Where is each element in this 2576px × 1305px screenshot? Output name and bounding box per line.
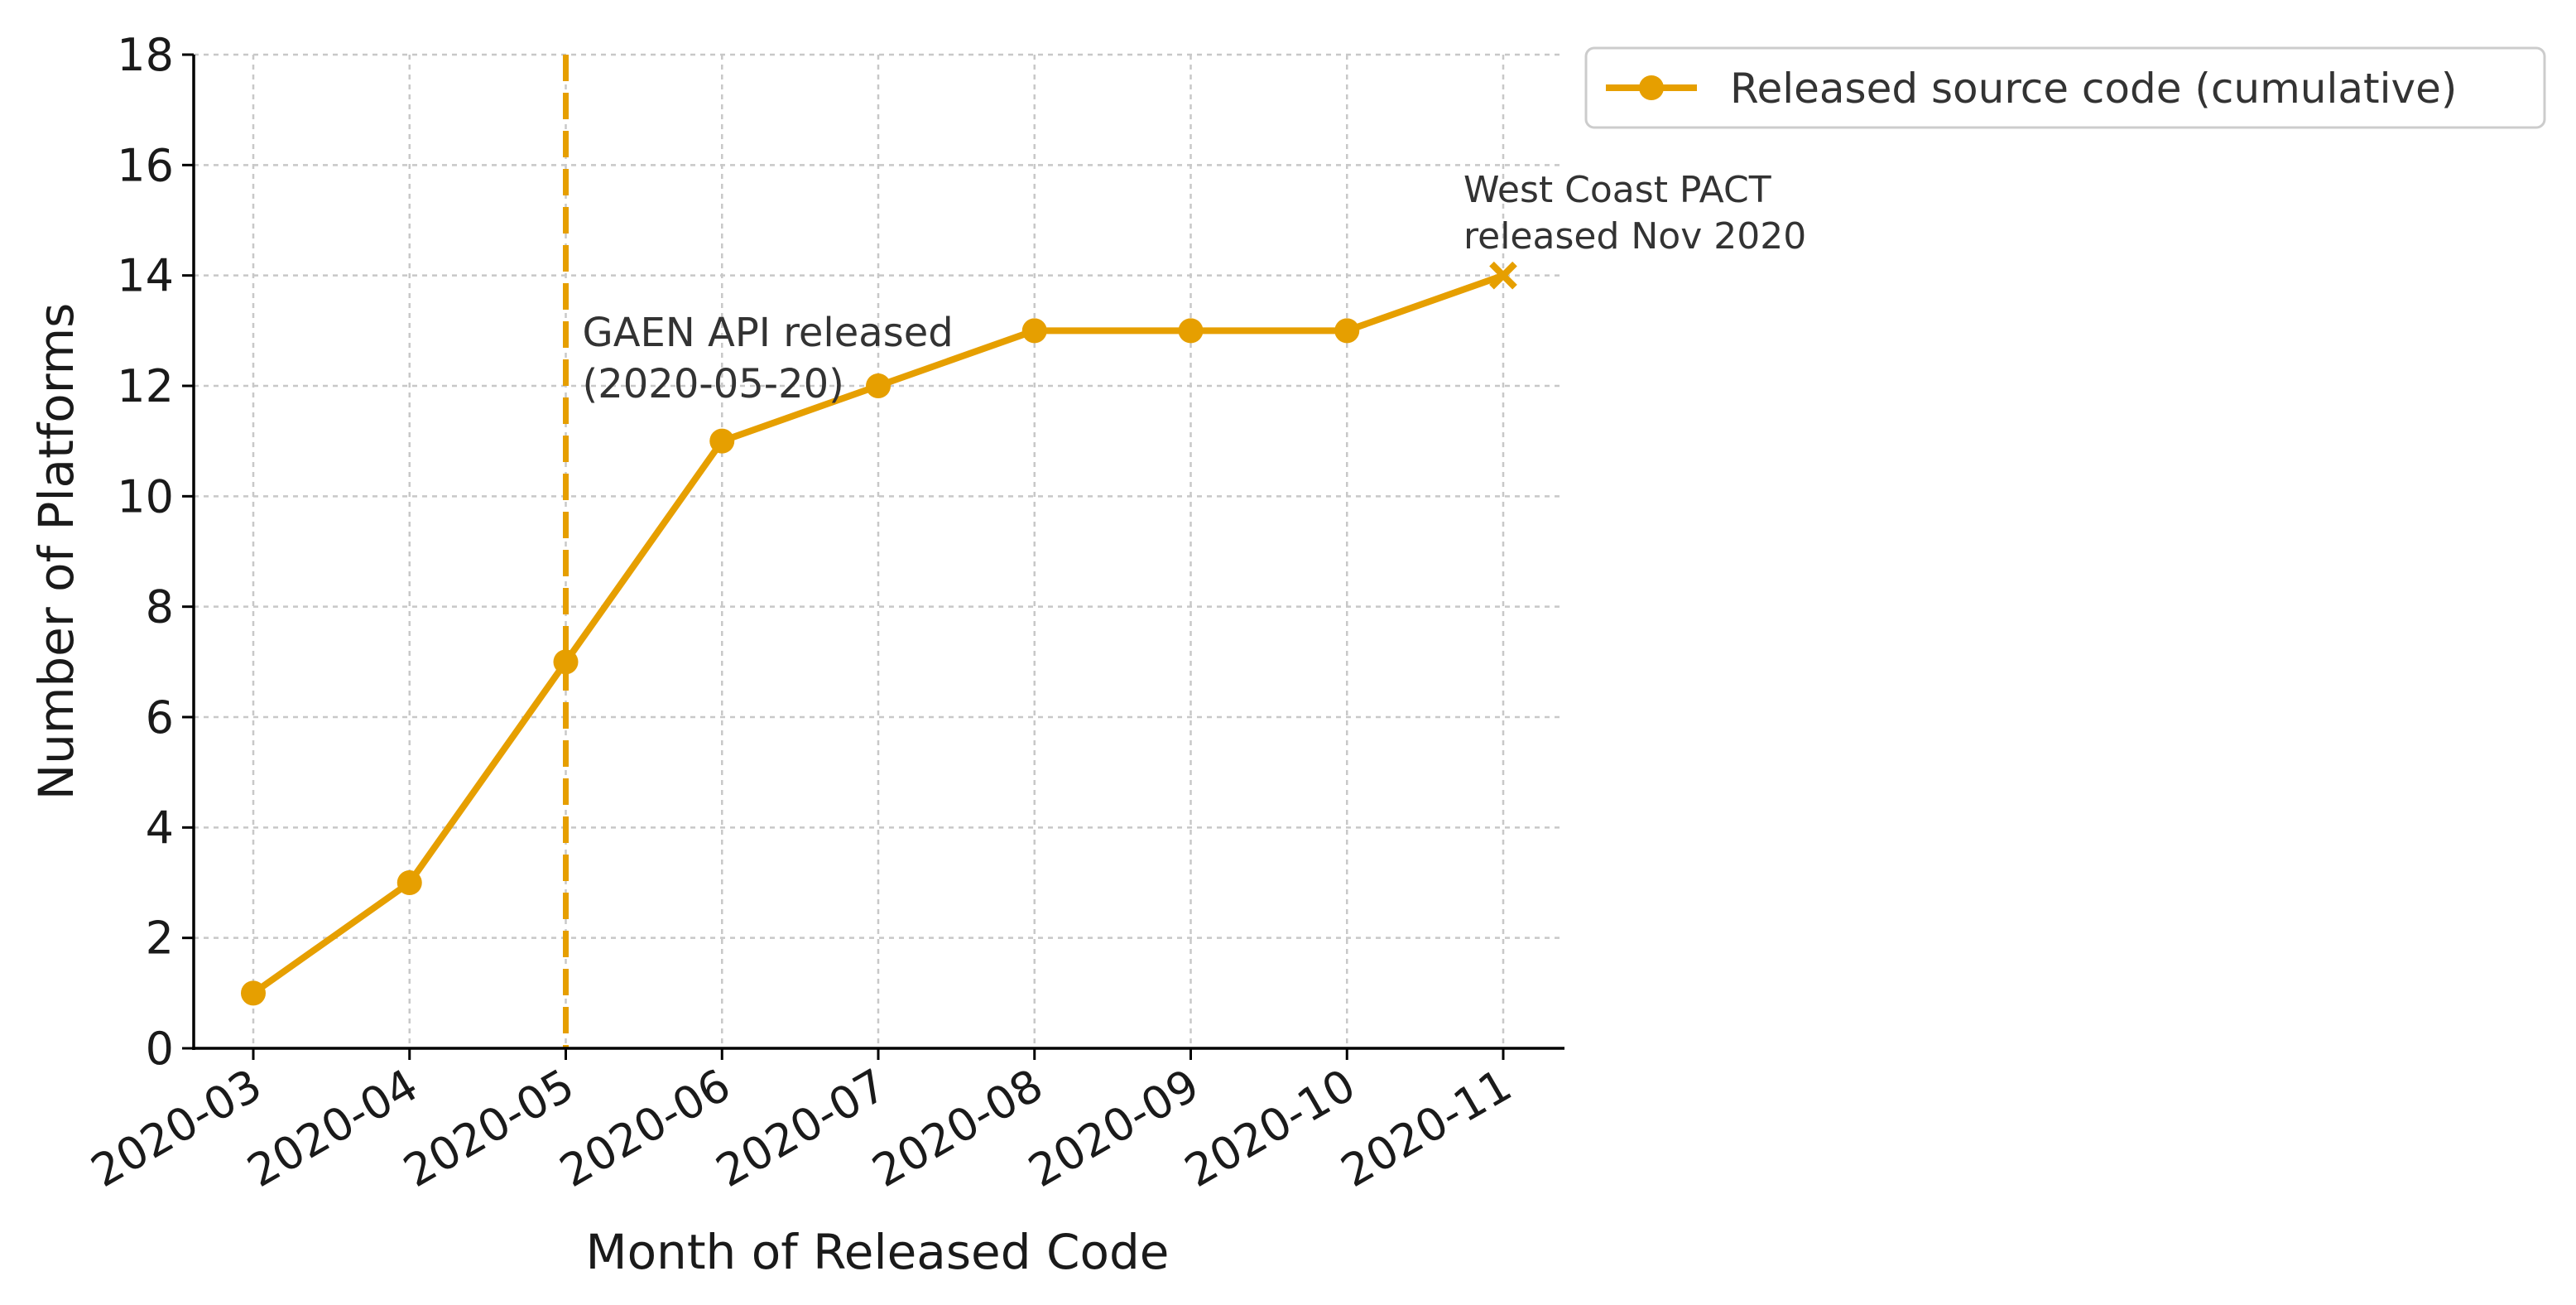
data-point [1178, 318, 1204, 344]
data-point [1021, 318, 1047, 344]
annotation-gaen-line: GAEN API released [583, 310, 954, 356]
x-tick-label: 2020-06 [551, 1059, 739, 1197]
data-point [396, 870, 422, 895]
x-axis-label: Month of Released Code [586, 1224, 1170, 1280]
y-tick-label: 12 [117, 360, 174, 412]
legend-entry: Released source code (cumulative) [1730, 65, 2457, 113]
x-axis-ticks: 2020-032020-042020-052020-062020-072020-… [83, 1048, 1521, 1197]
annotation-pact-line: West Coast PACT [1463, 169, 1771, 211]
data-point [241, 980, 266, 1006]
y-tick-label: 4 [146, 802, 174, 854]
annotations: GAEN API released (2020-05-20) West Coast … [583, 169, 1807, 407]
legend: Released source code (cumulative) [1584, 46, 2546, 129]
x-tick-label: 2020-09 [1020, 1059, 1208, 1197]
data-point [866, 373, 891, 398]
annotation-pact-line: released Nov 2020 [1463, 215, 1806, 258]
data-point [553, 649, 579, 675]
x-tick-label: 2020-05 [395, 1059, 583, 1197]
y-tick-label: 18 [117, 29, 174, 81]
grid-lines [194, 53, 1564, 1050]
x-tick-label: 2020-10 [1176, 1059, 1364, 1197]
y-tick-label: 16 [117, 139, 174, 191]
annotation-gaen-line: (2020-05-20) [583, 361, 844, 407]
y-axis-ticks: 0 2 4 6 8 10 12 14 16 18 [117, 29, 194, 1075]
y-axis-label: Number of Platforms [28, 303, 84, 801]
data-point [709, 428, 735, 454]
y-tick-label: 14 [117, 250, 174, 302]
series [241, 261, 1517, 1006]
y-tick-label: 8 [146, 581, 174, 633]
y-tick-label: 6 [146, 691, 174, 744]
data-point-x-marker [1489, 261, 1517, 290]
y-tick-label: 0 [146, 1023, 174, 1075]
x-tick-label: 2020-04 [238, 1059, 426, 1197]
x-tick-label: 2020-11 [1333, 1059, 1521, 1197]
y-tick-label: 10 [117, 470, 174, 522]
legend-frame [1584, 46, 2546, 129]
x-tick-label: 2020-03 [83, 1059, 271, 1197]
x-tick-label: 2020-07 [708, 1059, 896, 1197]
data-point [1334, 318, 1360, 344]
x-tick-label: 2020-08 [863, 1059, 1051, 1197]
y-tick-label: 2 [146, 913, 174, 965]
legend-marker-swatch [1639, 75, 1664, 100]
